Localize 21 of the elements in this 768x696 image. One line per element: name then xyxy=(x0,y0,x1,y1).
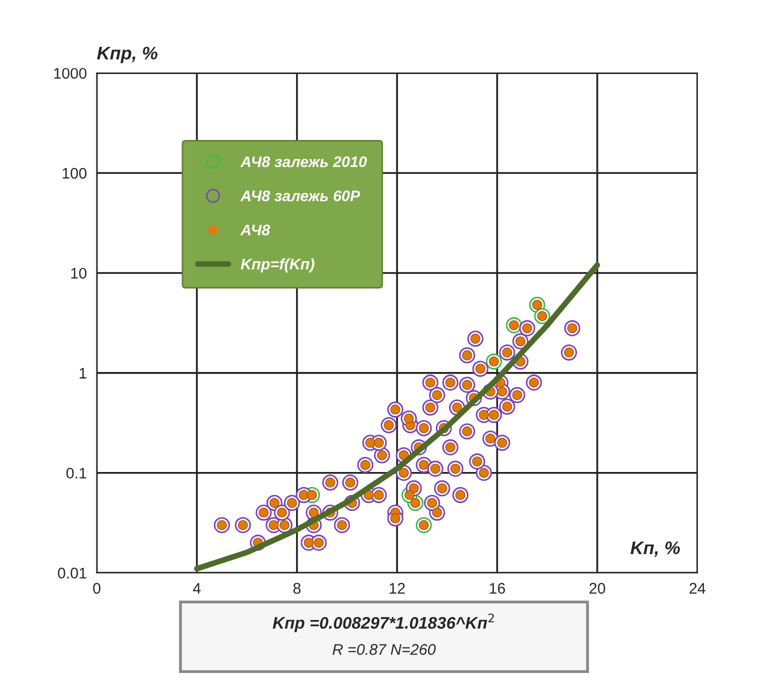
text: Kпр =0.008297*1.01836^Kп$^{2}$ xyxy=(272,614,494,632)
x-tick-label: 8 xyxy=(293,582,301,594)
x-axis-title: Kп, % xyxy=(630,542,680,557)
x-tick-label: 24 xyxy=(690,582,706,594)
x-tick-label: 12 xyxy=(390,582,405,594)
y-tick-label: 10 xyxy=(71,268,86,279)
x-tick-label: 20 xyxy=(590,582,606,594)
y-tick-label: 0.1 xyxy=(66,468,86,479)
x-tick-label: 16 xyxy=(490,582,505,594)
y-tick-label: 1000 xyxy=(54,68,86,79)
legend-label: АЧ8 залежь 60P xyxy=(240,190,360,202)
x-tick-label: 0 xyxy=(93,582,100,594)
y-tick-label: 100 xyxy=(62,168,86,179)
text: R =0.87 N=260 xyxy=(332,644,436,655)
legend-label: Kпр=f(Kп) xyxy=(240,258,314,273)
legend-label: АЧ8 xyxy=(240,224,270,236)
legend-label: АЧ8 залежь 2010 xyxy=(240,156,367,168)
y-tick-label: 0.01 xyxy=(58,568,86,578)
y-axis-title: Kпр, % xyxy=(97,46,158,64)
y-tick-label: 1 xyxy=(80,368,86,378)
x-tick-label: 4 xyxy=(192,583,201,594)
